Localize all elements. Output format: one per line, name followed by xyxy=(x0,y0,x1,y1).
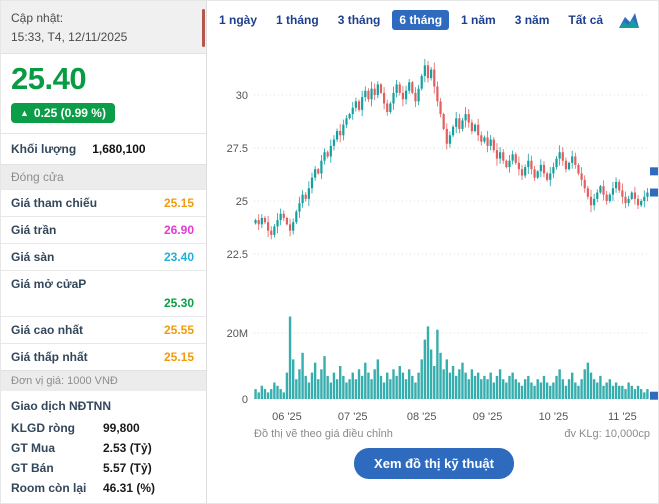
price-stat-row: Giá mở cửaP 25.30 xyxy=(1,269,206,316)
svg-text:10 '25: 10 '25 xyxy=(539,411,569,423)
svg-text:11 '25: 11 '25 xyxy=(608,411,637,423)
foreign-stat-value: 5.57 (Tỷ) xyxy=(103,460,152,475)
foreign-stat-row: KLGD ròng 99,800 xyxy=(1,418,206,438)
price-stat-label: Giá tham chiếu xyxy=(11,195,98,210)
svg-text:30: 30 xyxy=(236,90,248,102)
price-stat-row: Giá tham chiếu 25.15 xyxy=(1,188,206,216)
volume-unit-note: đv KLg: 10,000cp xyxy=(564,428,650,440)
grid-layer xyxy=(254,94,649,400)
svg-text:06 '25: 06 '25 xyxy=(272,411,302,423)
foreign-stat-label: GT Bán xyxy=(11,460,54,475)
price-stat-label: Giá trần xyxy=(11,222,57,237)
foreign-trading-header: Giao dịch NĐTNN xyxy=(11,398,112,413)
foreign-stat-value: 46.31 (%) xyxy=(103,480,156,495)
foreign-stat-label: KLGD ròng xyxy=(11,420,75,435)
svg-text:20M: 20M xyxy=(227,328,248,340)
foreign-stat-label: GT Mua xyxy=(11,440,55,455)
svg-text:07 '25: 07 '25 xyxy=(338,411,368,423)
price-stat-value: 23.40 xyxy=(163,249,194,264)
foreign-stat-label: Room còn lại xyxy=(11,480,87,495)
volume-label: Khối lượng xyxy=(11,141,77,156)
last-price: 25.40 xyxy=(11,61,87,97)
price-volume-chart[interactable]: 30 27.5 25 22.5 20M 0 06 '25 07 '25 08 '25 09 '25… xyxy=(208,34,659,426)
range-tab[interactable]: Tất cả xyxy=(568,13,604,27)
price-stat-label: Giá sàn xyxy=(11,249,55,264)
range-tab[interactable]: 1 năm xyxy=(461,13,496,27)
up-arrow-icon: ▲ xyxy=(20,107,29,118)
chart-footer: Đồ thị vẽ theo giá điều chỉnh đv KLg: 10… xyxy=(208,428,658,440)
axis-labels: 30 27.5 25 22.5 20M 0 06 '25 07 '25 08 '25 09 '25… xyxy=(227,90,637,423)
range-tabs: 1 ngày 1 tháng 3 tháng 6 tháng 1 năm 3 n… xyxy=(208,7,658,32)
price-stat-value: 25.15 xyxy=(163,349,194,364)
foreign-stat-value: 99,800 xyxy=(103,420,140,435)
price-stat-value: 25.30 xyxy=(163,295,194,310)
right-axis-tags xyxy=(650,167,658,400)
button-row: Xem đồ thị kỹ thuật xyxy=(208,448,658,479)
range-tab[interactable]: 6 tháng xyxy=(392,10,450,30)
price-stat-row: Giá thấp nhất 25.15 xyxy=(1,342,206,370)
price-unit-note: Đơn vị giá: 1000 VNĐ xyxy=(1,369,206,391)
adjusted-price-note: Đồ thị vẽ theo giá điều chỉnh xyxy=(254,428,393,440)
volume-row: Khối lượng 1,680,100 xyxy=(1,132,206,164)
price-stat-row: Giá cao nhất 25.55 xyxy=(1,315,206,343)
price-stat-label: Giá cao nhất xyxy=(11,322,84,337)
scrollbar-thumb[interactable] xyxy=(202,9,205,47)
change-value: 0.25 (0.99 %) xyxy=(33,105,106,120)
session-status: Đóng cửa xyxy=(1,163,206,189)
range-tab[interactable]: 3 năm xyxy=(514,13,550,27)
price-stat-row: Giá trần 26.90 xyxy=(1,215,206,243)
updated-time: 15:33, T4, 12/11/2025 xyxy=(11,29,128,44)
svg-text:08 '25: 08 '25 xyxy=(407,411,437,423)
svg-text:22.5: 22.5 xyxy=(227,249,248,261)
price-stat-label: Giá mở cửaP xyxy=(11,276,87,291)
foreign-stat-row: GT Bán 5.57 (Tỷ) xyxy=(1,458,206,478)
svg-text:27.5: 27.5 xyxy=(227,143,248,155)
foreign-stat-row: Room còn lại 46.31 (%) xyxy=(1,478,206,498)
foreign-stat-value: 2.53 (Tỷ) xyxy=(103,440,152,455)
volume-bars-layer xyxy=(254,316,649,399)
price-stat-value: 26.90 xyxy=(163,222,194,237)
range-tab[interactable]: 3 tháng xyxy=(337,13,381,27)
foreign-stat-row: GT Mua 2.53 (Tỷ) xyxy=(1,438,206,458)
price-stat-value: 25.15 xyxy=(163,195,194,210)
svg-text:25: 25 xyxy=(236,196,248,208)
foreign-trading-list: KLGD ròng 99,800 GT Mua 2.53 (Tỷ) GT Bán… xyxy=(1,418,206,498)
svg-text:0: 0 xyxy=(242,394,248,406)
price-stat-value: 25.55 xyxy=(163,322,194,337)
technical-chart-button[interactable]: Xem đồ thị kỹ thuật xyxy=(354,448,514,479)
price-stat-label: Giá thấp nhất xyxy=(11,349,88,364)
svg-text:09 '25: 09 '25 xyxy=(473,411,503,423)
area-chart-icon xyxy=(619,12,640,28)
quote-panel: Cập nhật: 15:33, T4, 12/11/2025 25.40 ▲ … xyxy=(1,1,207,503)
update-block: Cập nhật: 15:33, T4, 12/11/2025 xyxy=(1,1,206,55)
volume-value: 1,680,100 xyxy=(92,141,146,156)
updated-label: Cập nhật: xyxy=(11,11,64,25)
change-badge: ▲ 0.25 (0.99 %) xyxy=(11,102,115,123)
price-stats-list: Giá tham chiếu 25.15 Giá trần 26.90 Giá … xyxy=(1,188,206,370)
chart-panel: 1 ngày 1 tháng 3 tháng 6 tháng 1 năm 3 n… xyxy=(207,1,659,503)
range-tab[interactable]: 1 tháng xyxy=(276,13,319,27)
candles-layer xyxy=(254,58,649,240)
range-tab[interactable]: 1 ngày xyxy=(219,13,258,27)
price-block: 25.40 ▲ 0.25 (0.99 %) xyxy=(1,54,206,133)
price-stat-row: Giá sàn 23.40 xyxy=(1,242,206,270)
